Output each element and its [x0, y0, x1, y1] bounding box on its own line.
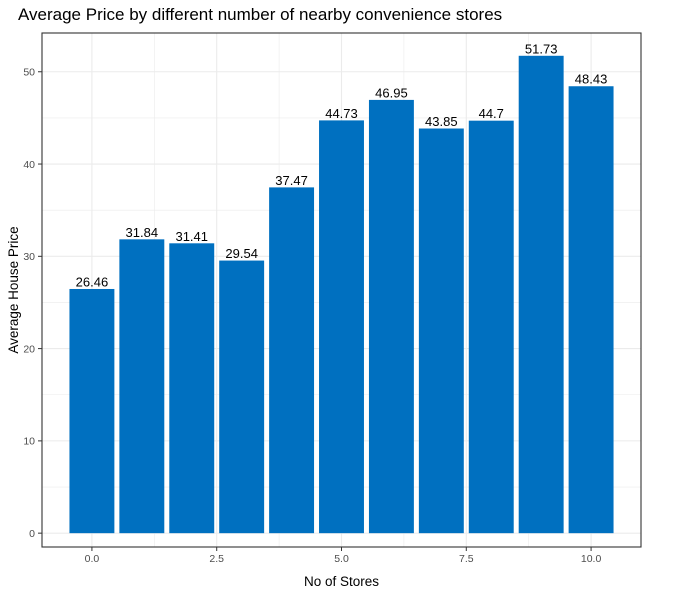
bar [418, 128, 464, 534]
bar [468, 120, 514, 534]
x-tick-label: 10.0 [581, 553, 602, 565]
y-tick-label: 20 [23, 343, 35, 355]
bar-value-label: 43.85 [425, 114, 458, 129]
bar-value-label: 51.73 [525, 41, 558, 56]
bar-value-labels: 26.46 31.84 31.41 29.54 37.47 44.73 46.95 43.85… [76, 41, 608, 289]
bar-value-label: 29.54 [225, 246, 258, 261]
bar-value-label: 31.84 [126, 225, 159, 240]
y-tick-label: 10 [23, 436, 35, 448]
bar-value-label: 48.43 [575, 72, 608, 87]
bar-value-label: 37.47 [275, 173, 308, 188]
bar-value-label: 46.95 [375, 85, 408, 100]
bar [568, 86, 614, 534]
axes: 0 10 20 30 40 50 0.0 2.5 5.0 7.5 10.0 [23, 67, 601, 565]
bar-value-label: 44.7 [479, 106, 504, 121]
x-tick-label: 7.5 [459, 553, 474, 565]
bar [269, 187, 315, 534]
bar [518, 55, 564, 534]
bar [69, 288, 115, 534]
bar [119, 239, 165, 534]
bar-value-label: 26.46 [76, 274, 109, 289]
bar-value-label: 44.73 [325, 106, 358, 121]
bar [169, 243, 215, 534]
y-axis-title: Average House Price [6, 226, 21, 353]
bar [319, 120, 364, 534]
chart-title: Average Price by different number of nea… [18, 5, 503, 24]
y-tick-label: 40 [23, 159, 35, 171]
bars [69, 55, 614, 534]
bar-value-label: 31.41 [175, 229, 208, 244]
x-tick-label: 2.5 [209, 553, 224, 565]
bar [219, 260, 265, 534]
x-axis-title: No of Stores [304, 574, 379, 589]
x-tick-label: 5.0 [334, 553, 349, 565]
y-tick-label: 0 [29, 528, 35, 540]
y-tick-label: 30 [23, 251, 35, 263]
x-tick-label: 0.0 [85, 553, 100, 565]
y-tick-label: 50 [23, 67, 35, 79]
bar [368, 99, 414, 534]
